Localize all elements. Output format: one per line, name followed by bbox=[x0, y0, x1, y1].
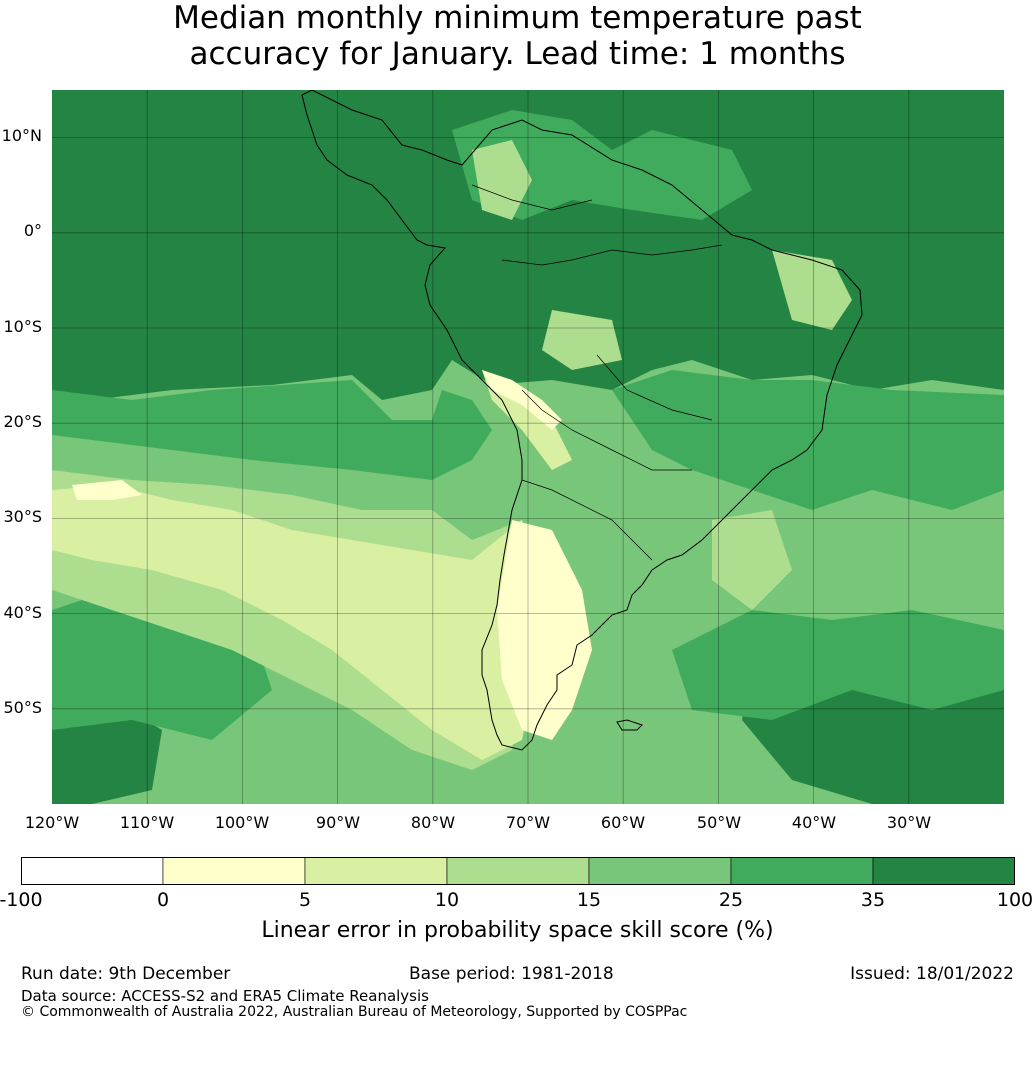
lon-label-90w: 90°W bbox=[315, 813, 361, 832]
lat-label-10s: 10°S bbox=[3, 317, 42, 336]
colorbar-segment-4 bbox=[588, 857, 732, 885]
colorbar-tick-0: 0 bbox=[156, 889, 170, 911]
lat-label-20s: 20°S bbox=[3, 412, 42, 431]
lon-label-60w: 60°W bbox=[600, 813, 646, 832]
chart-title: Median monthly minimum temperature past … bbox=[0, 0, 1035, 72]
colorbar-tick-5: 5 bbox=[298, 889, 312, 911]
colorbar-tick-neg100: -100 bbox=[0, 889, 43, 911]
colorbar-label: Linear error in probability space skill … bbox=[261, 918, 774, 943]
colorbar-tick-15: 15 bbox=[576, 889, 602, 911]
issued-date: Issued: 18/01/2022 bbox=[850, 964, 1014, 984]
lon-label-30w: 30°W bbox=[886, 813, 932, 832]
colorbar-segment-5 bbox=[730, 857, 874, 885]
region-pale-green bbox=[52, 485, 542, 760]
lon-label-100w: 100°W bbox=[214, 813, 270, 832]
colorbar-segment-3 bbox=[446, 857, 590, 885]
skill-score-map bbox=[52, 90, 1004, 804]
lon-label-40w: 40°W bbox=[791, 813, 837, 832]
lat-label-50s: 50°S bbox=[3, 698, 42, 717]
lat-label-30s: 30°S bbox=[3, 507, 42, 526]
region-light-green-north bbox=[472, 140, 532, 220]
colorbar-segment-1 bbox=[162, 857, 306, 885]
colorbar-tick-35: 35 bbox=[860, 889, 886, 911]
colorbar-tick-10: 10 bbox=[434, 889, 460, 911]
run-date: Run date: 9th December bbox=[21, 964, 231, 984]
colorbar-segment-2 bbox=[304, 857, 448, 885]
copyright: © Commonwealth of Australia 2022, Austra… bbox=[21, 1004, 688, 1020]
lat-label-40s: 40°S bbox=[3, 603, 42, 622]
lon-label-80w: 80°W bbox=[410, 813, 456, 832]
region-green-mid-north bbox=[452, 110, 752, 220]
region-yellow bbox=[497, 520, 592, 740]
coastline bbox=[301, 90, 863, 751]
lon-label-120w: 120°W bbox=[24, 813, 80, 832]
lon-label-110w: 110°W bbox=[119, 813, 175, 832]
colorbar-tick-25: 25 bbox=[718, 889, 744, 911]
base-period: Base period: 1981-2018 bbox=[409, 964, 614, 984]
region-light-green-east bbox=[712, 510, 792, 610]
region-light-green-central bbox=[542, 310, 622, 370]
region-yellow-west bbox=[72, 480, 142, 500]
lat-label-10n: 10°N bbox=[1, 126, 42, 145]
lon-label-70w: 70°W bbox=[505, 813, 551, 832]
amazon-river bbox=[501, 244, 723, 266]
colorbar-segment-6 bbox=[872, 857, 1015, 885]
lon-label-50w: 50°W bbox=[696, 813, 742, 832]
grid-lines bbox=[52, 90, 1004, 804]
region-dark-north bbox=[52, 90, 1004, 400]
lat-label-0: 0° bbox=[23, 221, 42, 240]
region-green-mid-se bbox=[672, 610, 1004, 720]
title-line-2: accuracy for January. Lead time: 1 month… bbox=[189, 36, 846, 72]
falkland-islands bbox=[616, 719, 643, 731]
region-green-mid-west bbox=[52, 380, 492, 480]
region-yellow-andes bbox=[482, 370, 562, 430]
colorbar-segment-0 bbox=[21, 857, 164, 885]
colorbar bbox=[21, 857, 1015, 885]
region-light-green-ne bbox=[772, 250, 852, 330]
country-borders bbox=[471, 184, 713, 561]
colorbar-tick-100: 100 bbox=[996, 889, 1034, 911]
data-source: Data source: ACCESS-S2 and ERA5 Climate … bbox=[21, 987, 429, 1005]
region-green-mid-east bbox=[612, 370, 1004, 510]
title-line-1: Median monthly minimum temperature past bbox=[173, 0, 862, 36]
